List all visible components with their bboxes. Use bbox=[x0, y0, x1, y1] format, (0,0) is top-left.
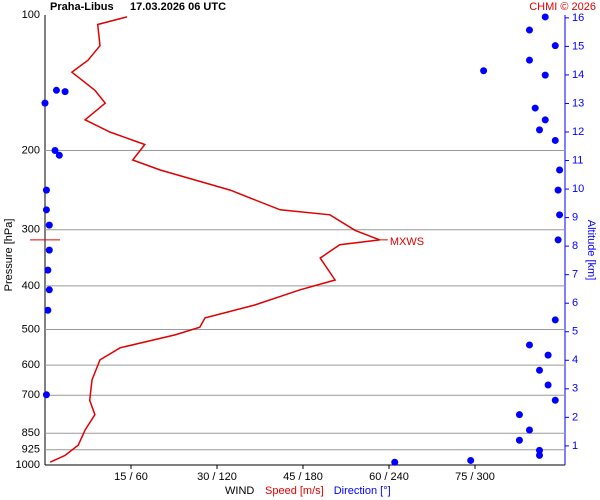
direction-point bbox=[544, 351, 552, 359]
y2-tick-label: 5 bbox=[572, 326, 578, 338]
direction-point bbox=[61, 88, 69, 96]
direction-point bbox=[45, 286, 53, 294]
x-tick-label: 45 / 180 bbox=[283, 471, 323, 483]
y-tick-label: 700 bbox=[22, 389, 40, 401]
x-tick-label: 30 / 120 bbox=[197, 471, 237, 483]
direction-point bbox=[42, 391, 50, 399]
direction-point bbox=[541, 116, 549, 124]
y-tick-label: 925 bbox=[22, 444, 40, 456]
y2-tick-label: 2 bbox=[572, 411, 578, 423]
y-tick-label: 850 bbox=[22, 427, 40, 439]
x-tick-label: 60 / 240 bbox=[369, 471, 409, 483]
direction-point bbox=[541, 13, 549, 21]
legend-label: Direction [°] bbox=[334, 485, 391, 497]
direction-point bbox=[42, 186, 50, 194]
direction-point bbox=[531, 104, 539, 112]
direction-point bbox=[525, 426, 533, 434]
y2-tick-label: 4 bbox=[572, 354, 578, 366]
direction-point bbox=[554, 236, 562, 244]
direction-point bbox=[525, 341, 533, 349]
y2-tick-label: 7 bbox=[572, 269, 578, 281]
y2-tick-label: 3 bbox=[572, 383, 578, 395]
direction-point bbox=[541, 71, 549, 79]
direction-point bbox=[45, 221, 53, 229]
y2-tick-label: 14 bbox=[572, 69, 584, 81]
direction-point bbox=[525, 26, 533, 34]
y2-tick-label: 9 bbox=[572, 212, 578, 224]
x-axis-label: WIND bbox=[225, 485, 254, 497]
direction-point bbox=[536, 366, 543, 374]
direction-point bbox=[551, 316, 559, 324]
direction-point bbox=[556, 166, 564, 174]
direction-point bbox=[480, 67, 488, 75]
direction-point bbox=[551, 42, 559, 50]
y2-tick-label: 10 bbox=[572, 183, 584, 195]
direction-point bbox=[45, 246, 53, 254]
direction-point bbox=[52, 86, 60, 94]
y-tick-label: 500 bbox=[22, 323, 40, 335]
direction-point bbox=[525, 56, 533, 64]
y-tick-label: 200 bbox=[22, 144, 40, 156]
direction-point bbox=[42, 206, 50, 214]
direction-point bbox=[515, 436, 523, 444]
y-tick-label: 600 bbox=[22, 359, 40, 371]
y2-tick-label: 1 bbox=[572, 440, 578, 452]
chart-title: Praha-Libus bbox=[50, 1, 114, 13]
credit: CHMI © 2026 bbox=[529, 1, 596, 13]
x-tick-label: 75 / 300 bbox=[455, 471, 495, 483]
direction-point bbox=[515, 411, 523, 419]
direction-point bbox=[51, 146, 59, 154]
direction-point bbox=[536, 451, 543, 459]
direction-point bbox=[556, 211, 564, 219]
y2-tick-label: 15 bbox=[572, 40, 584, 52]
y-tick-label: 300 bbox=[22, 224, 40, 236]
y2-tick-label: 16 bbox=[572, 12, 584, 24]
direction-point bbox=[467, 456, 475, 464]
y2-tick-label: 8 bbox=[572, 240, 578, 252]
direction-point bbox=[544, 381, 552, 389]
annotation-label: MXWS bbox=[390, 236, 424, 248]
y2-tick-label: 6 bbox=[572, 297, 578, 309]
direction-point bbox=[44, 306, 52, 314]
speed-line bbox=[49, 16, 381, 463]
direction-point bbox=[551, 136, 559, 144]
y-tick-label: 400 bbox=[22, 280, 40, 292]
y2-tick-label: 13 bbox=[572, 97, 584, 109]
direction-point bbox=[41, 99, 49, 107]
direction-point bbox=[44, 266, 52, 274]
y-tick-label: 1000 bbox=[16, 459, 40, 471]
direction-point bbox=[55, 151, 63, 159]
x-tick-label: 15 / 60 bbox=[114, 471, 148, 483]
direction-point bbox=[536, 446, 543, 454]
legend-label: Speed [m/s] bbox=[265, 485, 324, 497]
direction-point bbox=[391, 458, 399, 466]
direction-point bbox=[554, 186, 562, 194]
y-axis-label: Pressure [hPa] bbox=[3, 219, 15, 292]
direction-point bbox=[551, 396, 559, 404]
y-tick-label: 100 bbox=[22, 9, 40, 21]
y2-tick-label: 11 bbox=[572, 154, 583, 166]
y2-axis-label: Altitude [km] bbox=[585, 220, 597, 281]
y2-tick-label: 12 bbox=[572, 126, 584, 138]
direction-point bbox=[536, 126, 543, 134]
chart-subtitle: 17.03.2026 06 UTC bbox=[130, 1, 226, 13]
